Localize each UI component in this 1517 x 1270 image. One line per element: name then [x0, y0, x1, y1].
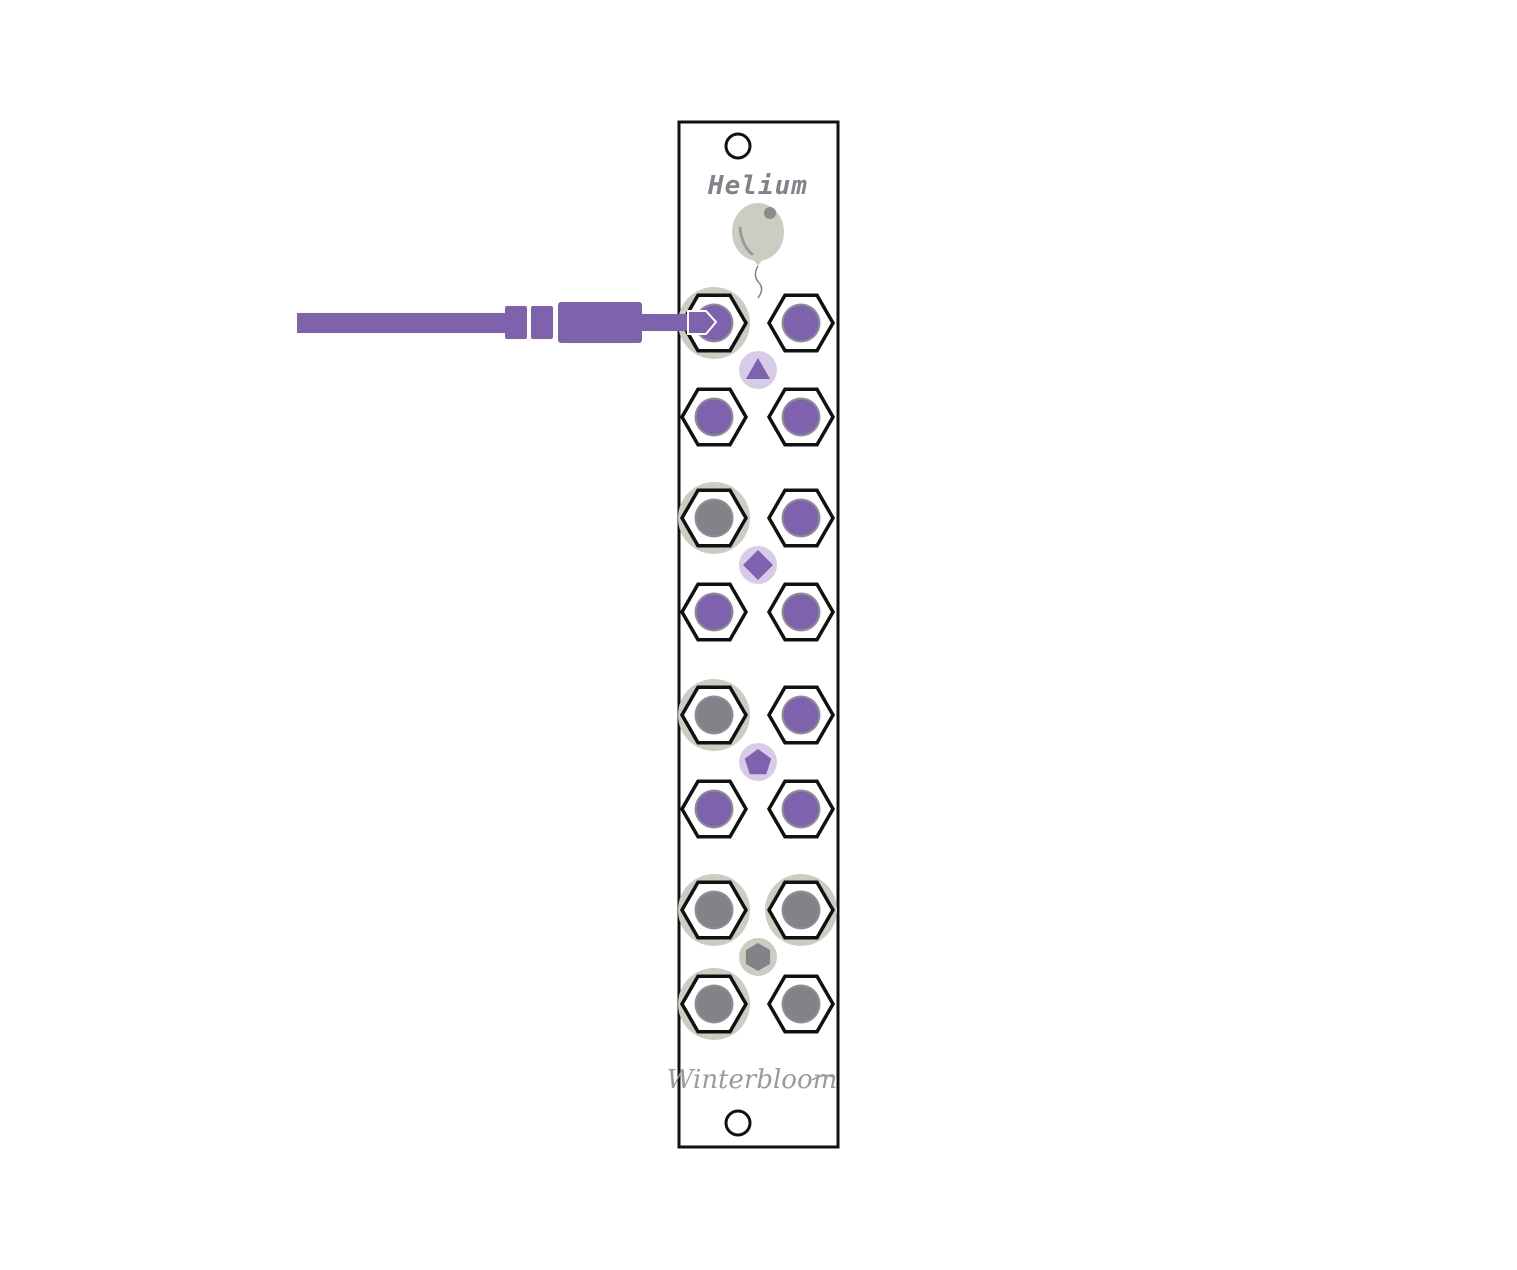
mounting-hole-top	[724, 132, 752, 160]
cable-strain-relief-1	[505, 306, 527, 339]
symbol-shape	[743, 550, 773, 580]
module-title: Helium	[707, 171, 808, 201]
jack-socket	[696, 500, 732, 536]
jack-socket	[783, 697, 819, 733]
patch-cable[interactable]	[297, 302, 718, 343]
pentagon-icon	[739, 743, 777, 781]
cable-strain-relief-2	[531, 306, 553, 339]
jack-group-hexagon	[678, 874, 837, 1040]
jack-pentagon-top-right[interactable]	[766, 685, 836, 745]
jack-hexagon-bottom-left[interactable]	[678, 968, 750, 1040]
jack-diamond-top-right[interactable]	[766, 488, 836, 548]
jack-socket	[696, 892, 732, 928]
jack-socket	[783, 892, 819, 928]
jack-socket	[696, 697, 732, 733]
jack-pentagon-top-left[interactable]	[678, 679, 750, 751]
jack-socket	[696, 791, 732, 827]
cable-plug-tip	[687, 310, 718, 335]
jack-diamond-top-left[interactable]	[678, 482, 750, 554]
jack-socket	[783, 399, 819, 435]
jack-group-pentagon	[678, 679, 836, 839]
cable-plug-neck	[640, 314, 688, 331]
jack-socket	[783, 594, 819, 630]
jack-diamond-bottom-right[interactable]	[766, 582, 836, 642]
triangle-icon	[739, 351, 777, 389]
jack-socket	[696, 594, 732, 630]
cable-wire	[297, 313, 509, 333]
diamond-icon	[739, 546, 777, 584]
jack-socket	[783, 500, 819, 536]
jack-group-diamond	[678, 482, 836, 642]
mounting-hole-bottom	[724, 1109, 752, 1137]
jack-triangle-top-right[interactable]	[766, 293, 836, 353]
jack-socket	[783, 791, 819, 827]
jack-triangle-bottom-right[interactable]	[766, 387, 836, 447]
brand-logo-flourish	[811, 1074, 835, 1081]
jack-socket	[696, 399, 732, 435]
jack-pentagon-bottom-left[interactable]	[679, 779, 749, 839]
balloon-icon	[732, 203, 784, 299]
jack-socket	[783, 986, 819, 1022]
symbol-shape	[745, 943, 771, 971]
jack-hexagon-top-left[interactable]	[678, 874, 750, 946]
jack-socket	[783, 305, 819, 341]
symbol-shape	[744, 749, 772, 775]
hexagon-icon	[739, 938, 777, 976]
brand-logo: Winterbloom	[667, 1065, 838, 1095]
jack-triangle-bottom-left[interactable]	[679, 387, 749, 447]
symbol-shape	[745, 358, 771, 379]
jack-socket	[696, 986, 732, 1022]
jack-pentagon-bottom-right[interactable]	[766, 779, 836, 839]
cable-plug-body	[558, 302, 642, 343]
jack-diamond-bottom-left[interactable]	[679, 582, 749, 642]
jack-hexagon-bottom-right[interactable]	[766, 974, 836, 1034]
jack-hexagon-top-right[interactable]	[765, 874, 837, 946]
